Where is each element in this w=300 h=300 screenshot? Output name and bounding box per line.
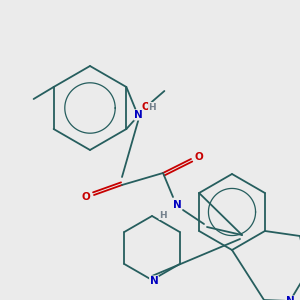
Text: N: N	[134, 110, 143, 120]
Text: N: N	[172, 200, 182, 210]
Text: N: N	[150, 276, 158, 286]
Text: O: O	[195, 152, 203, 162]
Text: N: N	[286, 296, 294, 300]
Text: H: H	[159, 211, 167, 220]
Text: H: H	[148, 103, 156, 112]
Text: O: O	[82, 192, 90, 202]
Text: O: O	[142, 102, 151, 112]
